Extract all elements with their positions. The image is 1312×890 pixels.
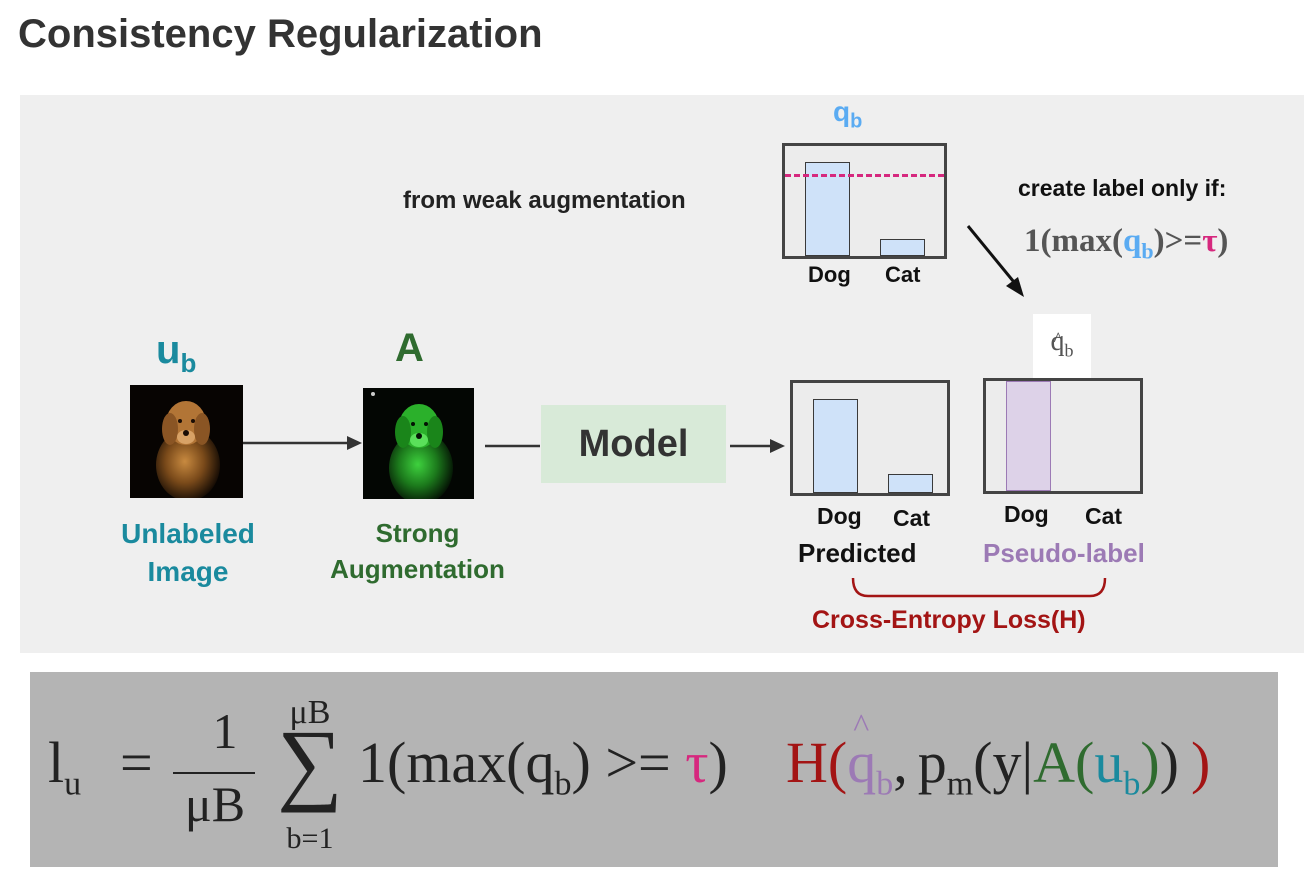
input-caption: Unlabeled Image — [88, 515, 288, 591]
dog-photo-art — [130, 385, 243, 498]
formula-u-sub: b — [1123, 765, 1141, 803]
weak-bar-dog — [805, 162, 850, 256]
formula-lhs: lu — [48, 729, 81, 804]
weak-symbol-sub: b — [850, 110, 863, 133]
formula-ind-tau: τ — [685, 730, 709, 795]
formula-qhat-base: q — [847, 730, 877, 795]
formula-u: ub — [1094, 730, 1140, 803]
rule-expression: 1(max(qb)>=τ) — [1024, 223, 1228, 265]
formula-A: A( — [1033, 730, 1094, 795]
arrow-input-to-augment — [243, 436, 362, 450]
weak-bar-cat — [880, 239, 925, 256]
rule-p3: ) — [1217, 223, 1229, 259]
rule-q-sub: b — [1141, 238, 1154, 264]
formula-lhs-sub: u — [64, 765, 82, 803]
formula-p-sub: m — [946, 765, 974, 803]
formula-frac-num: 1 — [212, 703, 238, 759]
weak-chart — [782, 143, 947, 259]
formula-y-open: ( — [973, 730, 993, 795]
formula-H: H — [786, 730, 828, 795]
rule-tau: τ — [1202, 223, 1218, 259]
formula: lu = 1 μB μB ∑ b=1 1(max(qb) >= τ) H(q ^ b… — [48, 672, 1278, 867]
formula-y-close: ) — [1159, 730, 1179, 795]
weak-label-cat: Cat — [885, 262, 921, 287]
formula-comma: , — [893, 730, 908, 795]
formula-u-open: ( — [1075, 730, 1095, 795]
qhat-sub: b — [1064, 340, 1074, 361]
formula-ind-close: ) — [708, 730, 728, 795]
formula-frac-bar — [173, 772, 255, 774]
formula-lhs-base: l — [48, 730, 65, 795]
input-caption-line1: Unlabeled — [121, 518, 255, 549]
formula-loss: H(q ^ b, pm(y|A(ub))) — [786, 708, 1211, 804]
pseudo-label-dog: Dog — [1004, 501, 1049, 527]
qhat-base: q — [1050, 326, 1065, 357]
formula-sum-bottom: b=1 — [286, 822, 334, 855]
augment-caption-line1: Strong — [375, 518, 460, 548]
input-symbol-sub: b — [180, 348, 197, 378]
rule-q-base: q — [1122, 223, 1142, 259]
weak-caption: from weak augmentation — [403, 187, 686, 214]
predicted-chart — [790, 380, 950, 496]
input-caption-line2: Image — [147, 556, 229, 587]
formula-u-close: ) — [1140, 730, 1160, 795]
loss-brace — [851, 577, 1107, 598]
model-label: Model — [578, 422, 689, 465]
formula-h-close: ) — [1191, 730, 1211, 795]
predicted-caption: Predicted — [798, 538, 917, 568]
weak-symbol-base: q — [833, 96, 851, 127]
weak-symbol: qb — [833, 96, 862, 134]
augmented-dog-photo — [363, 388, 474, 499]
rule-heading: create label only if: — [1018, 175, 1227, 201]
qhat-hat: ^ — [1053, 329, 1063, 351]
predicted-label-cat: Cat — [893, 505, 931, 531]
formula-qhat: q ^ — [847, 708, 877, 795]
formula-sum-symbol: ∑ — [277, 711, 343, 813]
formula-ind-open: 1(max( — [358, 730, 526, 795]
augment-caption: Strong Augmentation — [310, 515, 525, 587]
formula-qhat-sub: b — [876, 765, 894, 803]
pseudo-label-cat: Cat — [1085, 503, 1123, 529]
formula-equals: = — [120, 730, 153, 795]
formula-sum-top: μB — [289, 694, 331, 731]
pseudo-caption: Pseudo-label — [983, 538, 1145, 568]
augment-caption-line2: Augmentation — [330, 554, 505, 584]
arrow-weak-to-pseudo — [966, 225, 1024, 297]
pseudo-label-chart — [983, 378, 1143, 494]
formula-A-letter: A — [1033, 730, 1076, 795]
formula-ind-q: q — [525, 730, 555, 795]
predicted-label-dog: Dog — [817, 503, 862, 529]
input-symbol-base: u — [156, 328, 181, 372]
predicted-bar-cat — [888, 474, 933, 493]
qhat-label: q ^ b — [1033, 314, 1091, 378]
predicted-bar-dog — [813, 399, 858, 493]
dog-photo — [130, 385, 243, 498]
formula-panel — [30, 672, 1278, 867]
model-box: Model — [541, 405, 726, 483]
formula-ind-qsub: b — [554, 765, 572, 803]
formula-qhat-hat: ^ — [853, 708, 870, 745]
rule-q: qb — [1122, 223, 1154, 264]
formula-frac-den: μB — [184, 776, 246, 832]
weak-label-dog: Dog — [808, 262, 851, 287]
qhat-q: q ^ — [1051, 326, 1065, 357]
input-symbol: ub — [156, 328, 196, 379]
formula-p: p — [917, 730, 947, 795]
formula-u-base: u — [1094, 730, 1124, 795]
rule-p2: )>= — [1153, 223, 1203, 259]
threshold-line — [785, 174, 944, 177]
formula-indicator: 1(max(qb) >= τ) — [358, 729, 728, 804]
pseudo-bar-dog — [1006, 381, 1051, 491]
rule-p1: 1(max( — [1024, 223, 1123, 259]
arrow-model-to-predicted — [730, 439, 785, 453]
augmented-photo-art — [363, 388, 474, 499]
formula-y: y| — [992, 730, 1034, 795]
formula-h-open: ( — [827, 730, 848, 795]
page-title: Consistency Regularization — [18, 12, 543, 56]
loss-caption: Cross-Entropy Loss(H) — [812, 606, 1086, 634]
formula-ind-mid: ) >= — [571, 730, 686, 795]
augment-symbol: A — [395, 326, 424, 370]
